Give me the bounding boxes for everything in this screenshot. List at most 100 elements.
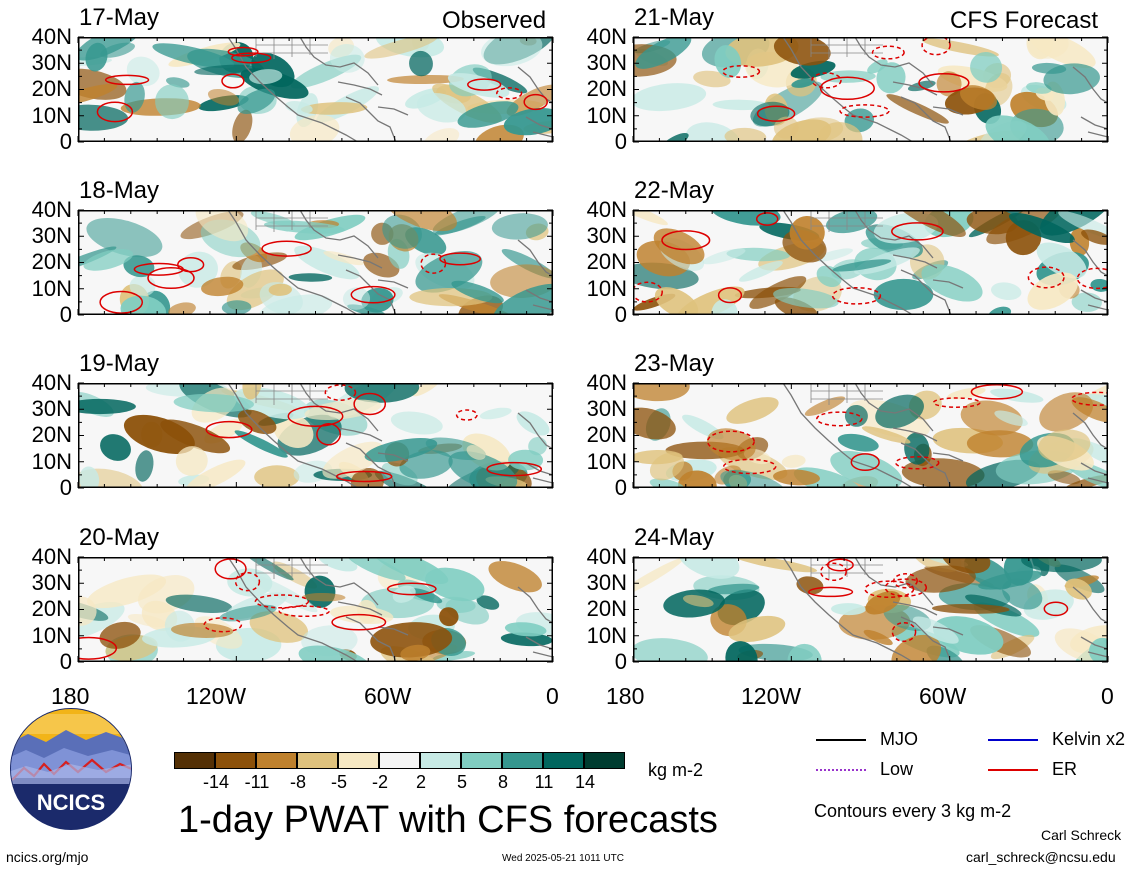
- y-tick-label: 0: [59, 128, 72, 154]
- contour-note: Contours every 3 kg m-2: [814, 801, 1012, 821]
- y-tick-label: 0: [59, 301, 72, 327]
- y-tick-label: 10N: [586, 448, 627, 474]
- x-tick-label: 120W: [741, 683, 802, 709]
- colorbar-label: -8: [289, 772, 306, 792]
- colorbar-swatch: [297, 752, 338, 769]
- legend-label: MJO: [880, 729, 918, 749]
- colorbar-swatch: [379, 752, 420, 769]
- panel-date-label: 22-May: [634, 177, 715, 204]
- y-tick-label: 20N: [31, 76, 72, 102]
- y-tick-label: 40N: [31, 370, 72, 395]
- y-tick-label: 0: [59, 474, 72, 500]
- x-tick-label: 0: [546, 683, 559, 709]
- colorbar-label: 2: [415, 772, 426, 792]
- x-tick-label: 120W: [186, 683, 247, 709]
- y-tick-label: 30N: [31, 570, 72, 596]
- y-tick-label: 10N: [31, 448, 72, 474]
- panel-date-label: 23-May: [634, 350, 715, 377]
- colorbar-swatch: [174, 752, 215, 769]
- timestamp: Wed 2025-05-21 1011 UTC: [502, 853, 624, 864]
- y-tick-label: 0: [614, 128, 627, 154]
- y-tick-label: 10N: [586, 102, 627, 128]
- colorbar-label: -11: [244, 772, 270, 792]
- x-tick-label: 180: [606, 683, 645, 709]
- y-tick-label: 20N: [31, 249, 72, 275]
- colorbar-swatch: [420, 752, 461, 769]
- y-tick-label: 40N: [586, 370, 627, 395]
- colorbar-swatch: [256, 752, 297, 769]
- footer-url[interactable]: ncics.org/mjo: [6, 849, 89, 865]
- panel-date-label: 19-May: [79, 350, 160, 377]
- pwat-map-panel: [77, 556, 554, 663]
- x-tick-label: 60W: [364, 683, 412, 709]
- colorbar-label: 11: [534, 772, 554, 792]
- legend-label: Low: [880, 759, 914, 779]
- colorbar-units: kg m-2: [648, 760, 704, 780]
- colorbar-label: 8: [497, 772, 508, 792]
- colorbar-swatch: [543, 752, 584, 769]
- ncics-logo: NCICS: [10, 708, 132, 830]
- y-tick-label: 40N: [31, 197, 72, 222]
- forecast-header: CFS Forecast: [950, 7, 1099, 34]
- y-tick-label: 20N: [586, 76, 627, 102]
- panel-date-label: 18-May: [79, 177, 160, 204]
- legend-label: Kelvin x2: [1052, 729, 1126, 749]
- pwat-map-panel: [632, 382, 1109, 489]
- y-tick-label: 0: [614, 648, 627, 674]
- colorbar-label: 5: [456, 772, 467, 792]
- y-tick-label: 10N: [586, 622, 627, 648]
- x-tick-label: 0: [1101, 683, 1114, 709]
- y-tick-label: 40N: [586, 24, 627, 49]
- legend-label: ER: [1052, 759, 1078, 779]
- y-tick-label: 20N: [586, 422, 627, 448]
- legend-line: [988, 769, 1038, 771]
- panel-date-label: 21-May: [634, 4, 715, 31]
- y-tick-label: 20N: [31, 422, 72, 448]
- colorbar-label: 14: [574, 772, 596, 792]
- y-tick-label: 30N: [586, 570, 627, 596]
- y-tick-label: 30N: [586, 223, 627, 249]
- y-tick-label: 10N: [31, 102, 72, 128]
- pwat-map-panel: [77, 209, 554, 316]
- logo-text: NCICS: [37, 790, 105, 815]
- pwat-map-panel: [77, 382, 554, 489]
- author-name: Carl Schreck: [1041, 827, 1122, 843]
- y-tick-label: 0: [614, 301, 627, 327]
- colorbar-label: -2: [371, 772, 388, 792]
- panel-date-label: 20-May: [79, 524, 160, 551]
- y-tick-label: 30N: [31, 396, 72, 422]
- y-tick-label: 20N: [31, 596, 72, 622]
- y-tick-label: 30N: [31, 50, 72, 76]
- y-tick-label: 0: [59, 648, 72, 674]
- colorbar-swatch: [215, 752, 256, 769]
- pwat-map-panel: [632, 209, 1109, 316]
- plot-title: 1-day PWAT with CFS forecasts: [178, 799, 718, 841]
- x-tick-label: 180: [51, 683, 90, 709]
- y-tick-label: 30N: [586, 50, 627, 76]
- y-tick-label: 30N: [586, 396, 627, 422]
- y-tick-label: 30N: [31, 223, 72, 249]
- pwat-map-panel: [632, 36, 1109, 143]
- colorbar-swatch: [584, 752, 625, 769]
- colorbar-swatch: [338, 752, 379, 769]
- legend-line: [988, 739, 1038, 741]
- y-tick-label: 20N: [586, 249, 627, 275]
- x-tick-label: 60W: [919, 683, 967, 709]
- pwat-map-panel: [632, 556, 1109, 663]
- colorbar-label: -14: [202, 772, 229, 792]
- y-tick-label: 40N: [31, 24, 72, 49]
- y-tick-label: 20N: [586, 596, 627, 622]
- y-tick-label: 0: [614, 474, 627, 500]
- panel-date-label: 24-May: [634, 524, 715, 551]
- y-tick-label: 40N: [586, 197, 627, 222]
- colorbar-swatch: [461, 752, 502, 769]
- legend-line: [816, 739, 866, 741]
- colorbar-label: -5: [330, 772, 347, 792]
- y-tick-label: 10N: [586, 275, 627, 301]
- y-tick-label: 40N: [586, 544, 627, 569]
- panel-date-label: 17-May: [79, 4, 160, 31]
- y-tick-label: 40N: [31, 544, 72, 569]
- author-email: carl_schreck@ncsu.edu: [966, 849, 1116, 865]
- legend-line: [816, 769, 866, 771]
- colorbar-swatch: [502, 752, 543, 769]
